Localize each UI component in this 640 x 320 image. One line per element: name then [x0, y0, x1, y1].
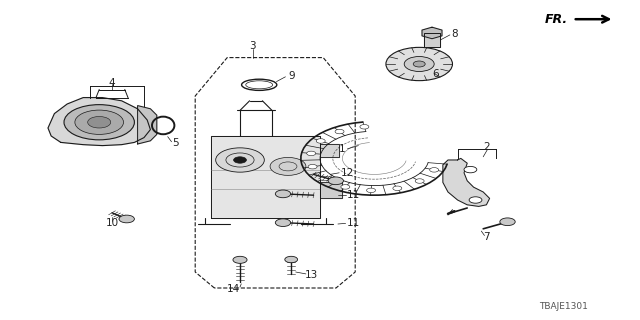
Circle shape: [285, 256, 298, 263]
Circle shape: [216, 148, 264, 172]
Polygon shape: [422, 27, 442, 39]
Circle shape: [275, 190, 291, 198]
Circle shape: [341, 185, 350, 189]
Polygon shape: [138, 106, 157, 144]
Text: 4: 4: [109, 77, 115, 88]
Circle shape: [75, 110, 124, 134]
Circle shape: [307, 151, 316, 156]
Text: 12: 12: [341, 168, 354, 178]
Circle shape: [404, 57, 434, 71]
Circle shape: [233, 256, 247, 263]
Text: 9: 9: [288, 71, 294, 81]
Circle shape: [464, 166, 477, 173]
Text: 10: 10: [106, 218, 118, 228]
Circle shape: [367, 188, 376, 193]
Text: 11: 11: [348, 190, 360, 200]
Text: 3: 3: [250, 41, 256, 52]
Circle shape: [320, 176, 329, 181]
Circle shape: [500, 218, 515, 226]
Circle shape: [270, 157, 306, 175]
Circle shape: [119, 215, 134, 223]
Polygon shape: [48, 98, 150, 146]
Text: 11: 11: [348, 218, 360, 228]
Polygon shape: [320, 182, 342, 198]
Polygon shape: [424, 33, 440, 47]
Circle shape: [335, 129, 344, 134]
Polygon shape: [443, 158, 490, 206]
Text: 1: 1: [339, 144, 346, 154]
Circle shape: [429, 168, 438, 172]
Circle shape: [393, 186, 402, 190]
Circle shape: [234, 157, 246, 163]
Text: 2: 2: [483, 142, 490, 152]
Circle shape: [469, 197, 482, 203]
Text: TBAJE1301: TBAJE1301: [539, 302, 588, 311]
Text: 6: 6: [432, 69, 438, 79]
Text: 8: 8: [451, 28, 458, 39]
Circle shape: [316, 139, 325, 143]
Text: 14: 14: [227, 284, 240, 294]
Text: 5: 5: [172, 138, 179, 148]
Polygon shape: [211, 136, 320, 218]
Circle shape: [386, 47, 452, 81]
Circle shape: [415, 179, 424, 183]
Circle shape: [328, 177, 344, 185]
Circle shape: [308, 164, 317, 169]
Circle shape: [88, 116, 111, 128]
Text: FR.: FR.: [545, 13, 568, 26]
Polygon shape: [320, 144, 339, 157]
Circle shape: [64, 105, 134, 140]
Circle shape: [413, 61, 425, 67]
Circle shape: [360, 124, 369, 129]
Text: 7: 7: [483, 232, 490, 243]
Text: 13: 13: [305, 270, 318, 280]
Circle shape: [275, 219, 291, 227]
